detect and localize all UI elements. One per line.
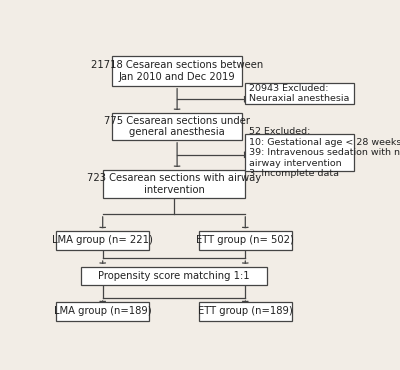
- Text: 52 Excluded:
10: Gestational age < 28 weeks
39: Intravenous sedation with no
air: 52 Excluded: 10: Gestational age < 28 we…: [249, 127, 400, 178]
- FancyBboxPatch shape: [245, 134, 354, 171]
- Text: Propensity score matching 1:1: Propensity score matching 1:1: [98, 271, 250, 281]
- Text: LMA group (n= 221): LMA group (n= 221): [52, 235, 153, 245]
- FancyBboxPatch shape: [103, 170, 245, 198]
- Text: ETT group (n= 502): ETT group (n= 502): [196, 235, 294, 245]
- FancyBboxPatch shape: [56, 302, 149, 321]
- FancyBboxPatch shape: [56, 231, 149, 249]
- FancyBboxPatch shape: [112, 113, 242, 140]
- FancyBboxPatch shape: [245, 83, 354, 104]
- FancyBboxPatch shape: [81, 267, 267, 285]
- Text: 20943 Excluded:
Neuraxial anesthesia: 20943 Excluded: Neuraxial anesthesia: [249, 84, 349, 103]
- FancyBboxPatch shape: [112, 56, 242, 86]
- Text: 723 Cesarean sections with airway
intervention: 723 Cesarean sections with airway interv…: [87, 173, 261, 195]
- Text: LMA group (n=189): LMA group (n=189): [54, 306, 152, 316]
- FancyBboxPatch shape: [199, 302, 292, 321]
- FancyBboxPatch shape: [199, 231, 292, 249]
- Text: 21718 Cesarean sections between
Jan 2010 and Dec 2019: 21718 Cesarean sections between Jan 2010…: [91, 60, 263, 81]
- Text: ETT group (n=189): ETT group (n=189): [198, 306, 293, 316]
- Text: 775 Cesarean sections under
general anesthesia: 775 Cesarean sections under general anes…: [104, 115, 250, 137]
